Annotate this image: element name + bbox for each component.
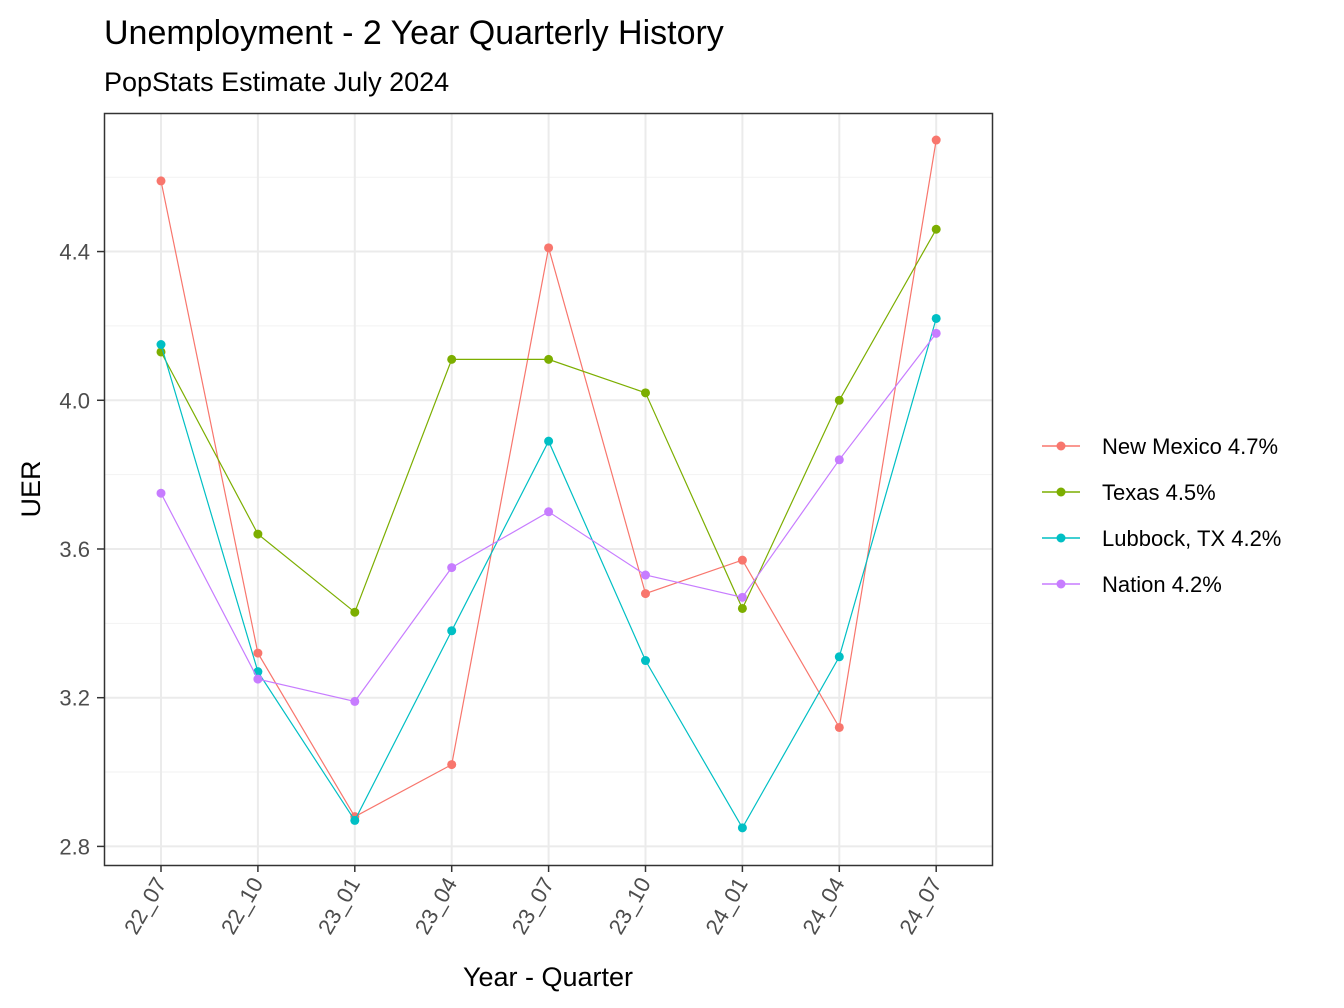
data-point bbox=[253, 529, 263, 539]
y-tick-label: 3.6 bbox=[59, 537, 90, 562]
data-point bbox=[253, 674, 263, 684]
data-point bbox=[156, 488, 166, 498]
data-point bbox=[737, 603, 747, 613]
data-point bbox=[931, 224, 941, 234]
x-tick-label: 22_07 bbox=[119, 873, 171, 938]
legend: New Mexico 4.7% Texas 4.5% Lubbock, TX 4.2… bbox=[1042, 434, 1281, 597]
legend-label: Texas 4.5% bbox=[1102, 480, 1216, 505]
chart-subtitle: PopStats Estimate July 2024 bbox=[104, 67, 449, 97]
data-point bbox=[641, 589, 650, 599]
legend-label: Lubbock, TX 4.2% bbox=[1102, 526, 1281, 551]
x-tick-label: 22_10 bbox=[216, 873, 268, 938]
data-point bbox=[641, 388, 650, 398]
chart-title: Unemployment - 2 Year Quarterly History bbox=[104, 14, 724, 52]
x-tick-label: 23_04 bbox=[410, 873, 462, 938]
data-point bbox=[156, 340, 166, 350]
y-tick-label: 4.0 bbox=[59, 388, 90, 413]
data-point bbox=[931, 328, 941, 338]
data-point bbox=[253, 648, 263, 658]
data-point bbox=[737, 555, 747, 565]
y-tick-label: 4.4 bbox=[59, 240, 90, 265]
legend-key-point bbox=[1056, 441, 1066, 451]
data-point bbox=[350, 607, 360, 617]
grid bbox=[105, 114, 992, 865]
data-point bbox=[834, 455, 844, 465]
data-point bbox=[156, 176, 166, 186]
legend-key-point bbox=[1056, 579, 1066, 589]
legend-label: Nation 4.2% bbox=[1102, 572, 1222, 597]
data-point bbox=[447, 354, 457, 364]
data-point bbox=[931, 135, 941, 145]
data-point bbox=[544, 507, 554, 517]
x-tick-label: 24_07 bbox=[894, 873, 946, 938]
x-tick-label: 23_01 bbox=[313, 873, 365, 938]
x-tick-label: 23_07 bbox=[507, 873, 559, 938]
data-point bbox=[447, 760, 457, 770]
legend-key-point bbox=[1056, 487, 1066, 497]
data-point bbox=[350, 696, 360, 706]
data-point bbox=[834, 652, 844, 662]
data-point bbox=[737, 592, 747, 602]
y-tick-label: 2.8 bbox=[59, 834, 90, 859]
data-point bbox=[447, 563, 457, 573]
data-point bbox=[544, 243, 554, 253]
y-axis-title: UER bbox=[16, 460, 46, 517]
data-point bbox=[447, 626, 457, 636]
data-point bbox=[544, 436, 554, 446]
axes: 2.8 3.2 3.6 4.0 4.4 22_07 22_10 23_01 23_04 23_07… bbox=[59, 240, 946, 939]
y-tick-label: 3.2 bbox=[59, 686, 90, 711]
legend-key-point bbox=[1056, 533, 1066, 543]
data-point bbox=[641, 570, 650, 580]
data-point bbox=[544, 354, 554, 364]
legend-label: New Mexico 4.7% bbox=[1102, 434, 1278, 459]
data-point bbox=[350, 815, 360, 825]
data-point bbox=[834, 722, 844, 732]
x-tick-label: 24_01 bbox=[700, 873, 752, 938]
data-point bbox=[641, 656, 650, 666]
data-point bbox=[931, 313, 941, 323]
data-point bbox=[737, 823, 747, 833]
x-axis-title: Year - Quarter bbox=[463, 962, 633, 992]
x-tick-label: 24_04 bbox=[797, 873, 849, 938]
x-tick-label: 23_10 bbox=[604, 873, 656, 938]
series-lines bbox=[156, 135, 941, 833]
data-point bbox=[834, 395, 844, 405]
